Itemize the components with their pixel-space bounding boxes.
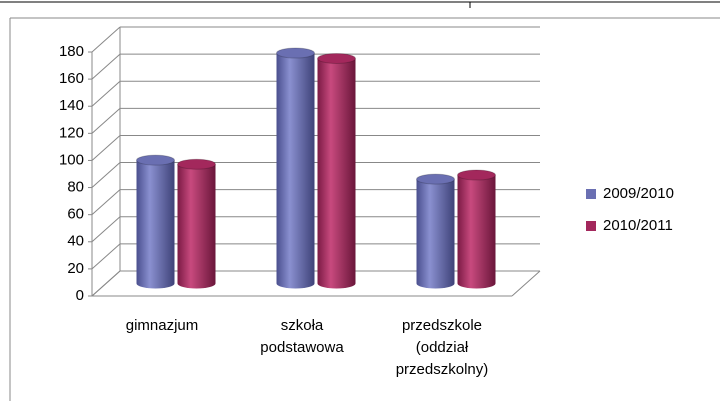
cylinder-base xyxy=(276,278,315,289)
cylinder xyxy=(457,169,496,289)
cylinder-base xyxy=(457,278,496,289)
cylinder-top xyxy=(177,158,216,170)
bar xyxy=(136,160,175,284)
y-tick-label: 20 xyxy=(67,260,84,277)
y-tick-label: 160 xyxy=(59,70,84,87)
bar xyxy=(457,175,496,284)
grid-line xyxy=(91,243,121,270)
cylinder-base xyxy=(136,278,175,289)
legend-label: 2010/2011 xyxy=(603,217,673,234)
legend-label: 2009/2010 xyxy=(603,185,674,202)
x-tick-label: szkoła podstawowa xyxy=(260,317,344,356)
y-tick-label: 100 xyxy=(59,151,84,168)
legend-swatch xyxy=(586,221,596,231)
grid-line xyxy=(91,26,121,53)
axis-line xyxy=(511,270,541,297)
bar xyxy=(276,53,315,284)
grid-line xyxy=(91,189,121,216)
cylinder xyxy=(177,158,216,289)
bar xyxy=(177,164,216,284)
y-tick-label: 140 xyxy=(59,97,84,114)
cylinder-top xyxy=(416,173,455,185)
y-tick-label: 80 xyxy=(67,179,84,196)
grid-line xyxy=(91,135,121,161)
y-tick-label: 180 xyxy=(59,43,84,60)
cylinder xyxy=(317,52,356,289)
cylinder-base xyxy=(177,278,216,289)
legend-swatch xyxy=(586,189,596,199)
cylinder-base xyxy=(317,278,356,289)
y-tick-label: 0 xyxy=(76,287,84,304)
cylinder-base xyxy=(416,278,455,289)
y-tick-label: 40 xyxy=(67,233,84,250)
grid-line xyxy=(91,162,121,188)
bar xyxy=(416,179,455,284)
grid-line xyxy=(91,53,121,80)
cylinder-top xyxy=(276,47,315,59)
cylinder xyxy=(416,173,455,289)
y-tick-label: 60 xyxy=(67,206,84,223)
grid-line xyxy=(91,80,121,107)
y-tick-label: 120 xyxy=(59,124,84,141)
grid-line xyxy=(91,107,121,134)
cylinder-top xyxy=(136,154,175,166)
x-tick-label: gimnazjum xyxy=(126,317,199,334)
grid-line xyxy=(91,216,121,243)
cylinder-top xyxy=(457,169,496,181)
x-tick-label: przedszkole (oddział przedszkolny) xyxy=(396,317,489,378)
cylinder-top xyxy=(317,52,356,64)
cylinder xyxy=(276,47,315,289)
grid-line xyxy=(91,270,121,297)
bar xyxy=(317,58,356,284)
cylinder xyxy=(136,154,175,289)
